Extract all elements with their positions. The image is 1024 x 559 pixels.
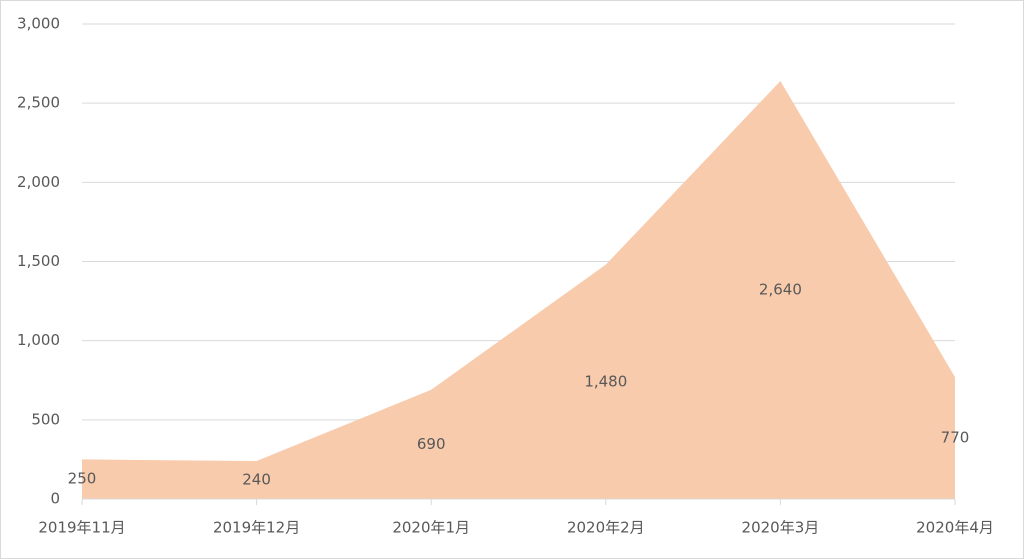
y-tick-label: 0 [50, 490, 60, 508]
y-tick-label: 500 [31, 410, 60, 428]
x-tick-label: 2020年2月 [567, 519, 645, 537]
x-tick-label: 2020年1月 [392, 519, 470, 537]
y-tick-label: 1,000 [17, 331, 60, 349]
data-label: 690 [417, 435, 446, 453]
data-label: 250 [68, 470, 97, 488]
x-tick-label: 2020年3月 [742, 519, 820, 537]
y-tick-label: 2,000 [17, 173, 60, 191]
x-tick-label: 2019年12月 [213, 519, 300, 537]
data-label: 1,480 [584, 372, 627, 390]
y-tick-label: 3,000 [17, 15, 60, 33]
x-tick-label: 2020年4月 [916, 519, 994, 537]
data-label: 240 [242, 471, 271, 489]
y-tick-label: 2,500 [17, 94, 60, 112]
data-label: 770 [941, 429, 970, 447]
data-label: 2,640 [759, 281, 802, 299]
x-tick-label: 2019年11月 [38, 519, 125, 537]
y-tick-label: 1,500 [17, 252, 60, 270]
area [82, 81, 955, 499]
